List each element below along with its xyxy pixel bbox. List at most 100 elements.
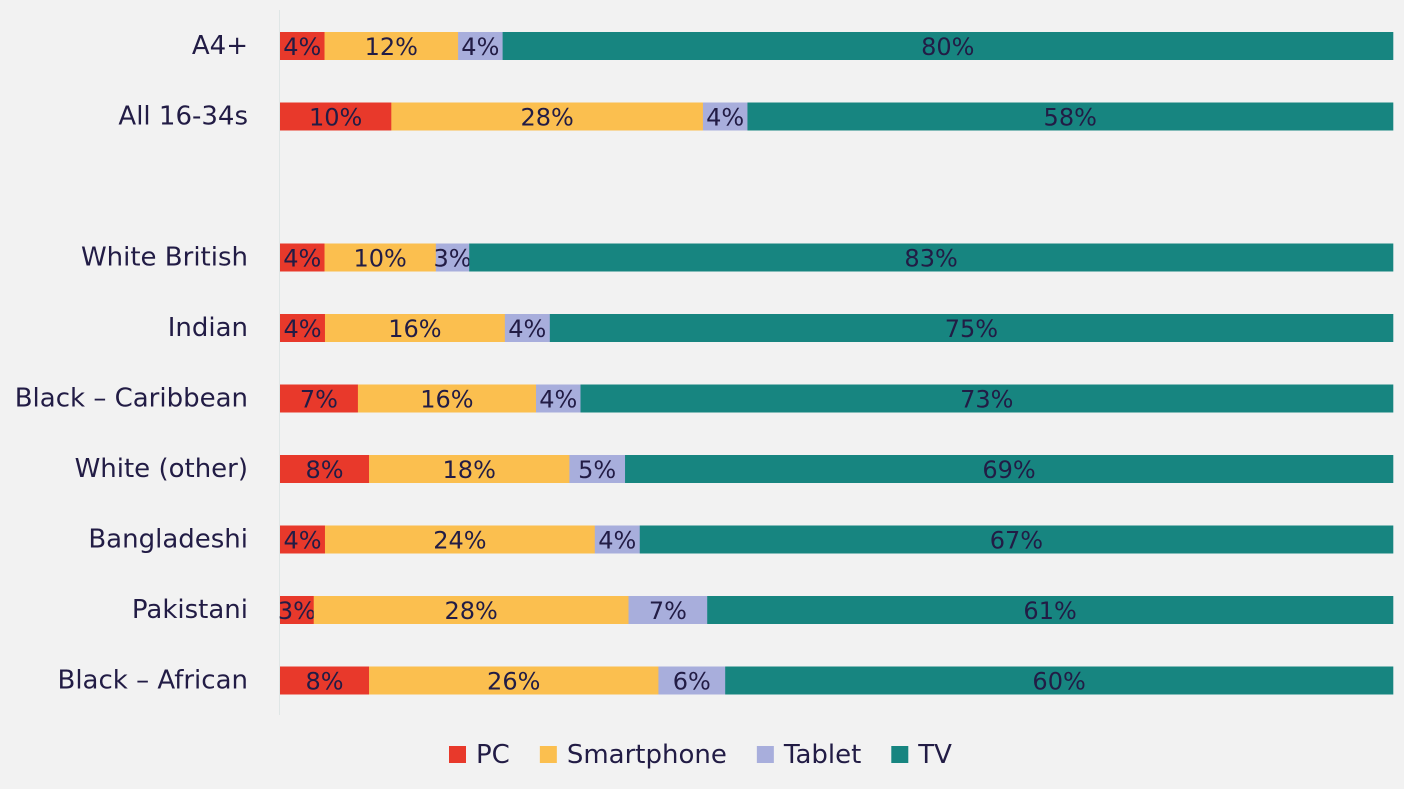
data-label: 28% xyxy=(444,597,497,625)
data-label: 5% xyxy=(578,456,616,484)
data-label: 6% xyxy=(673,668,711,696)
data-label: 3% xyxy=(433,245,471,273)
data-label: 75% xyxy=(945,315,998,343)
data-label: 7% xyxy=(649,597,687,625)
data-label: 10% xyxy=(309,104,362,132)
data-label: 80% xyxy=(921,33,974,61)
legend-item-tablet: Tablet xyxy=(756,740,861,770)
data-label: 4% xyxy=(283,245,321,273)
bar-segment-tablet xyxy=(658,666,726,695)
data-label: 73% xyxy=(960,386,1013,414)
data-label: 18% xyxy=(443,456,496,484)
bar-segment-smartphone xyxy=(324,314,506,342)
bar-segment-smartphone xyxy=(391,102,704,131)
bar-row: Indian 4% 16% 4% 75% xyxy=(168,313,1394,343)
bar-segment-tv xyxy=(747,102,1394,131)
legend-item-smartphone: Smartphone xyxy=(539,740,727,770)
bar-segment-tv xyxy=(502,32,1394,60)
data-label: 8% xyxy=(305,668,343,696)
category-label: White British xyxy=(81,243,248,273)
bar-segment-smartphone xyxy=(324,243,437,272)
bar-segment-tv xyxy=(469,243,1394,272)
data-label: 60% xyxy=(1032,668,1085,696)
data-label: 4% xyxy=(598,527,636,555)
bar-segment-smartphone xyxy=(324,525,596,554)
bar-segment-tv xyxy=(549,314,1394,342)
bar-row: White British 4% 10% 3% 83% xyxy=(81,243,1394,273)
data-label: 61% xyxy=(1023,597,1076,625)
legend-swatch xyxy=(756,746,774,763)
category-label: Black – Caribbean xyxy=(15,384,248,414)
data-label: 28% xyxy=(520,104,573,132)
bar-row: Bangladeshi 4% 24% 4% 67% xyxy=(88,525,1394,555)
category-label: White (other) xyxy=(75,454,248,484)
legend-item-pc: PC xyxy=(449,740,510,770)
bar-segment-pc xyxy=(280,384,359,413)
data-label: 10% xyxy=(353,245,406,273)
legend-label: Smartphone xyxy=(567,740,727,770)
bar-segment-tablet xyxy=(458,32,503,60)
bar-segment-smartphone xyxy=(357,384,537,413)
data-label: 4% xyxy=(706,104,744,132)
bar-segment-smartphone xyxy=(369,455,570,483)
bar-segment-tablet xyxy=(569,455,626,483)
bar-row: A4+ 4% 12% 4% 80% xyxy=(192,31,1394,61)
bar-segment-pc xyxy=(280,32,325,60)
category-label: Bangladeshi xyxy=(88,525,248,555)
bar-segment-tablet xyxy=(702,102,748,131)
legend-item-tv: TV xyxy=(891,740,952,770)
bar-segment-tv xyxy=(580,384,1394,413)
bar-segment-tv xyxy=(725,666,1394,695)
bar-segment-pc xyxy=(280,102,392,131)
bar-segment-smartphone xyxy=(313,596,629,624)
data-label: 7% xyxy=(300,386,338,414)
legend-label: Tablet xyxy=(783,740,861,770)
bar-segment-pc xyxy=(280,666,370,695)
legend-swatch xyxy=(891,746,909,763)
data-label: 69% xyxy=(982,456,1035,484)
category-label: Pakistani xyxy=(132,595,248,625)
bar-segment-pc xyxy=(280,314,326,342)
bar-segment-pc xyxy=(280,596,315,624)
data-label: 83% xyxy=(904,245,957,273)
bar-segment-smartphone xyxy=(369,666,659,695)
bar-row: White (other) 8% 18% 5% 69% xyxy=(75,454,1394,484)
bar-segment-pc xyxy=(280,525,326,554)
category-label: Indian xyxy=(168,313,248,343)
data-label: 58% xyxy=(1044,104,1097,132)
data-label: 3% xyxy=(278,597,316,625)
bar-row: Pakistani 3% 28% 7% 61% xyxy=(132,595,1394,625)
data-label: 8% xyxy=(305,456,343,484)
data-label: 4% xyxy=(283,315,321,343)
data-label: 12% xyxy=(365,33,418,61)
data-label: 26% xyxy=(487,668,540,696)
data-label: 4% xyxy=(283,33,321,61)
bar-segment-tv xyxy=(707,596,1394,624)
bar-segment-tablet xyxy=(535,384,581,413)
bar-segment-tablet xyxy=(435,243,470,272)
legend-swatch xyxy=(449,746,466,763)
bar-segment-tablet xyxy=(504,314,551,342)
category-label: A4+ xyxy=(192,31,248,61)
bar-segment-tablet xyxy=(628,596,708,624)
bar-segment-pc xyxy=(280,243,325,272)
bar-row: Black – Caribbean 7% 16% 4% 73% xyxy=(15,384,1394,414)
bar-segment-tablet xyxy=(594,525,641,554)
category-label: All 16-34s xyxy=(118,102,248,132)
data-label: 16% xyxy=(420,386,473,414)
bar-segment-tv xyxy=(639,525,1394,554)
data-label: 16% xyxy=(388,315,441,343)
data-label: 4% xyxy=(508,315,546,343)
bar-row: Black – African 8% 26% 6% 60% xyxy=(57,666,1394,696)
legend-label: TV xyxy=(917,740,952,770)
legend-swatch xyxy=(539,746,557,763)
data-label: 4% xyxy=(283,527,321,555)
data-label: 4% xyxy=(461,33,499,61)
data-label: 67% xyxy=(990,527,1043,555)
bar-segment-smartphone xyxy=(324,32,459,60)
bar-segment-tv xyxy=(625,455,1394,483)
data-label: 4% xyxy=(539,386,577,414)
legend: PC Smartphone Tablet TV xyxy=(449,740,952,770)
data-label: 24% xyxy=(433,527,486,555)
